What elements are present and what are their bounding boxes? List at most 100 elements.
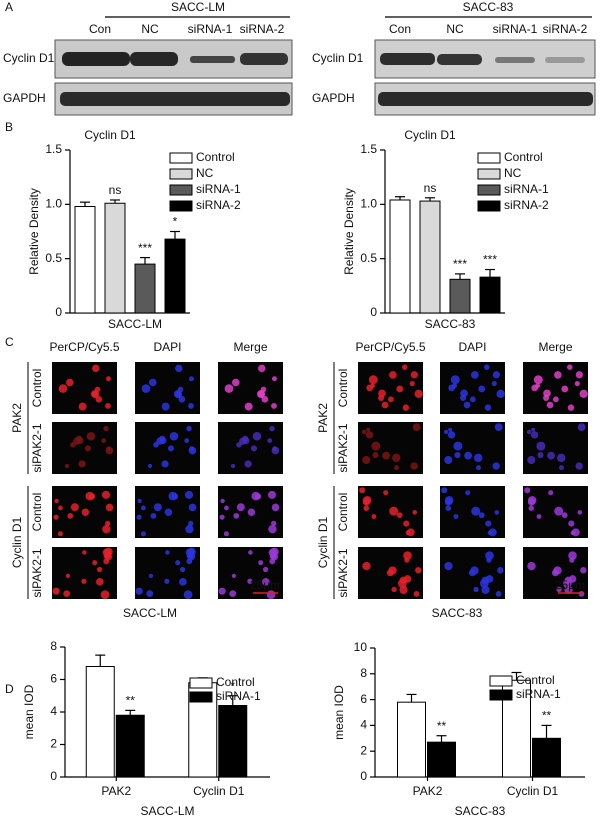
cell bbox=[224, 384, 234, 393]
cell bbox=[188, 376, 195, 382]
cell bbox=[557, 453, 566, 463]
cell bbox=[81, 508, 90, 516]
cell bbox=[413, 591, 420, 597]
cell bbox=[188, 520, 194, 527]
cell bbox=[229, 590, 237, 598]
cell bbox=[554, 506, 564, 516]
cell bbox=[554, 371, 562, 379]
legend-label: siRNA-1 bbox=[516, 687, 561, 701]
band bbox=[495, 57, 535, 63]
cell bbox=[470, 566, 479, 575]
blot-title: SACC-LM bbox=[171, 0, 225, 14]
x-tick-label: Cyclin D1 bbox=[193, 784, 245, 798]
significance: * bbox=[173, 215, 178, 229]
x-axis-label: SACC-LM bbox=[108, 317, 162, 331]
x-axis-label: SACC-LM bbox=[140, 804, 194, 818]
cell bbox=[448, 427, 453, 432]
cell bbox=[443, 429, 449, 435]
cell bbox=[219, 514, 225, 520]
cell bbox=[86, 431, 96, 441]
cell bbox=[105, 403, 111, 409]
cell bbox=[494, 510, 500, 515]
cell bbox=[70, 503, 79, 512]
cell bbox=[165, 550, 170, 555]
y-axis-label: Relative Density bbox=[27, 188, 41, 275]
bands bbox=[60, 52, 593, 106]
cell bbox=[403, 520, 410, 527]
lane-label: NC bbox=[141, 22, 159, 36]
lane-label: siRNA-1 bbox=[188, 22, 233, 36]
cell bbox=[402, 404, 410, 411]
cell bbox=[399, 585, 408, 595]
cell bbox=[481, 585, 490, 595]
cell bbox=[478, 385, 486, 393]
cell bbox=[53, 514, 59, 520]
cell bbox=[527, 561, 536, 571]
cell bbox=[66, 378, 74, 387]
cell bbox=[54, 498, 59, 504]
cell bbox=[485, 520, 492, 527]
lane-label: Con bbox=[389, 22, 411, 36]
cell bbox=[531, 427, 536, 432]
lane-label: NC bbox=[446, 22, 464, 36]
cell bbox=[258, 364, 266, 373]
significance: ns bbox=[109, 183, 122, 197]
cell bbox=[371, 441, 381, 451]
cell bbox=[561, 385, 569, 393]
significance: ** bbox=[542, 709, 552, 723]
cell bbox=[479, 579, 489, 588]
bar bbox=[532, 737, 561, 778]
cell bbox=[58, 384, 68, 393]
cell bbox=[580, 567, 587, 574]
cell bbox=[392, 453, 401, 463]
row-label: Cyclin D1 bbox=[312, 51, 364, 65]
cell bbox=[526, 429, 532, 435]
cell bbox=[267, 490, 277, 499]
cell bbox=[141, 505, 146, 511]
cell bbox=[471, 371, 479, 379]
condition-label: Control bbox=[336, 369, 350, 408]
cell bbox=[535, 383, 541, 389]
cell bbox=[159, 437, 167, 444]
cell bbox=[494, 423, 503, 432]
cell bbox=[174, 390, 182, 398]
cell bbox=[184, 490, 194, 499]
legend-label: siRNA-1 bbox=[216, 689, 261, 703]
cell bbox=[567, 404, 575, 411]
cell bbox=[396, 385, 404, 393]
y-tick-label: 1.5 bbox=[45, 142, 62, 156]
channel-label: PerCP/Cy5.5 bbox=[49, 340, 119, 354]
x-axis-label: SACC-83 bbox=[425, 317, 476, 331]
cell bbox=[453, 441, 463, 451]
cell bbox=[101, 490, 111, 499]
cell bbox=[561, 512, 568, 519]
legend-label: Control bbox=[216, 675, 255, 689]
cell bbox=[497, 567, 504, 574]
cell bbox=[452, 383, 458, 389]
cell bbox=[444, 561, 453, 571]
chart-title: Cyclin D1 bbox=[84, 128, 136, 142]
cell bbox=[57, 531, 63, 537]
cell bbox=[365, 431, 374, 439]
cell bbox=[568, 520, 575, 527]
cell bbox=[96, 566, 103, 573]
channel-label: Merge bbox=[233, 340, 267, 354]
lane-label: siRNA-2 bbox=[240, 22, 285, 36]
cell bbox=[137, 498, 142, 504]
cell bbox=[224, 505, 229, 511]
y-tick-label: 1.0 bbox=[360, 197, 377, 211]
cell bbox=[105, 520, 111, 527]
bar bbox=[419, 200, 441, 314]
cell bbox=[231, 573, 237, 578]
cell bbox=[447, 431, 456, 439]
legend-swatch bbox=[477, 200, 501, 212]
cell bbox=[261, 395, 269, 403]
cell bbox=[574, 380, 580, 387]
cell bbox=[153, 503, 162, 512]
cell bbox=[559, 465, 564, 471]
cell bbox=[169, 431, 179, 441]
cell bbox=[388, 566, 397, 575]
cell bbox=[409, 380, 415, 387]
y-tick-label: 0.5 bbox=[45, 251, 62, 265]
y-tick-label: 0 bbox=[50, 769, 57, 783]
